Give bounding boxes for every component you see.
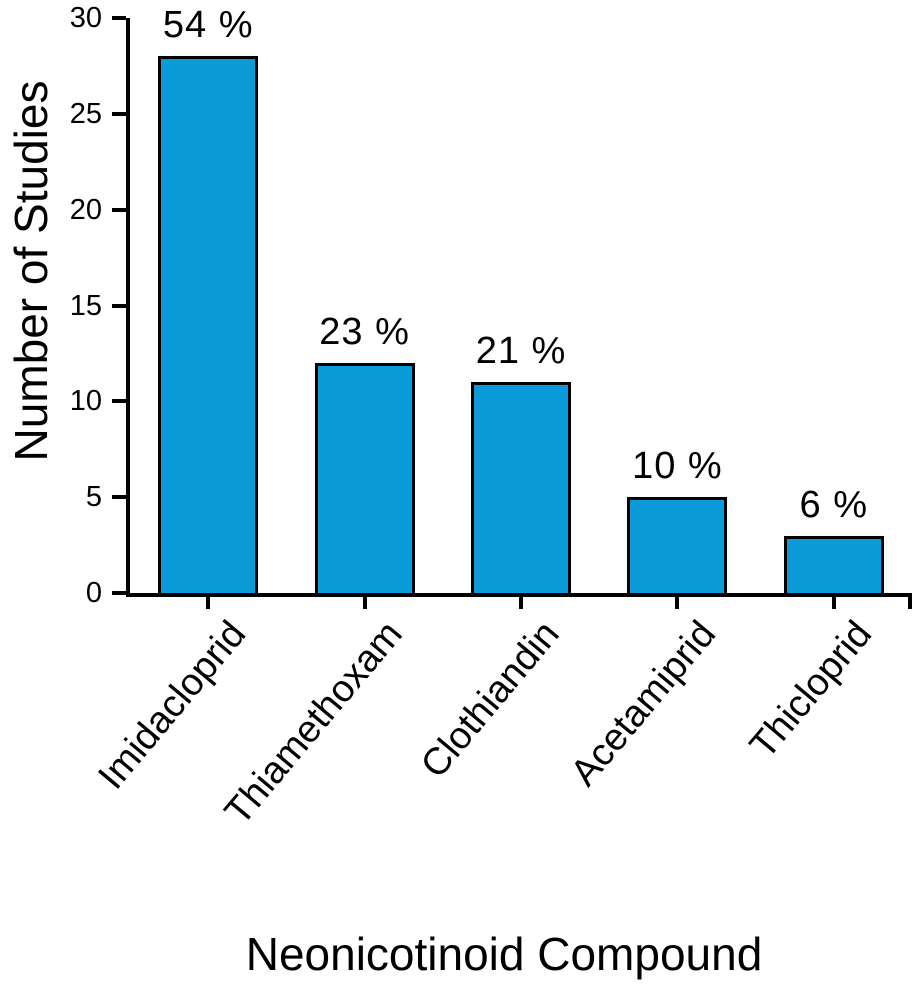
y-tick-label: 30: [69, 2, 102, 34]
y-axis-line: [126, 18, 130, 597]
bar-value-label: 10 %: [632, 445, 723, 488]
y-tick-label: 0: [85, 577, 102, 609]
x-tick: [206, 597, 211, 609]
x-axis-title: Neonicotinoid Compound: [245, 928, 763, 980]
bar-value-label: 54 %: [162, 4, 254, 47]
x-tick: [362, 597, 367, 609]
bar: [158, 56, 259, 593]
x-category-label: Clothiandin: [413, 613, 568, 787]
bar-value-label: 6 %: [799, 483, 869, 526]
x-axis-line: [126, 593, 912, 597]
x-category-label: Imidacloprid: [90, 613, 255, 798]
y-tick: [112, 399, 126, 404]
bar: [783, 535, 884, 593]
y-tick: [112, 591, 126, 595]
bar: [627, 497, 728, 593]
y-tick: [112, 207, 126, 212]
x-tick: [519, 597, 523, 609]
y-tick: [112, 495, 126, 500]
x-axis-end-tick: [908, 593, 912, 609]
x-category-label: Thicloprid: [742, 613, 881, 767]
y-tick-label: 25: [69, 97, 102, 130]
x-tick: [831, 597, 836, 609]
y-tick: [112, 16, 126, 20]
y-tick: [112, 111, 126, 116]
bar: [471, 382, 571, 593]
y-tick-label: 10: [69, 385, 102, 418]
y-tick: [112, 303, 126, 308]
y-tick-label: 5: [85, 481, 102, 514]
x-tick: [675, 597, 680, 609]
bar-value-label: 23 %: [319, 311, 410, 353]
y-tick-label: 15: [69, 289, 102, 322]
y-tick-label: 20: [69, 193, 102, 226]
x-category-label: Acetamiprid: [562, 613, 724, 795]
bar: [314, 363, 415, 593]
bar-value-label: 21 %: [475, 330, 567, 373]
